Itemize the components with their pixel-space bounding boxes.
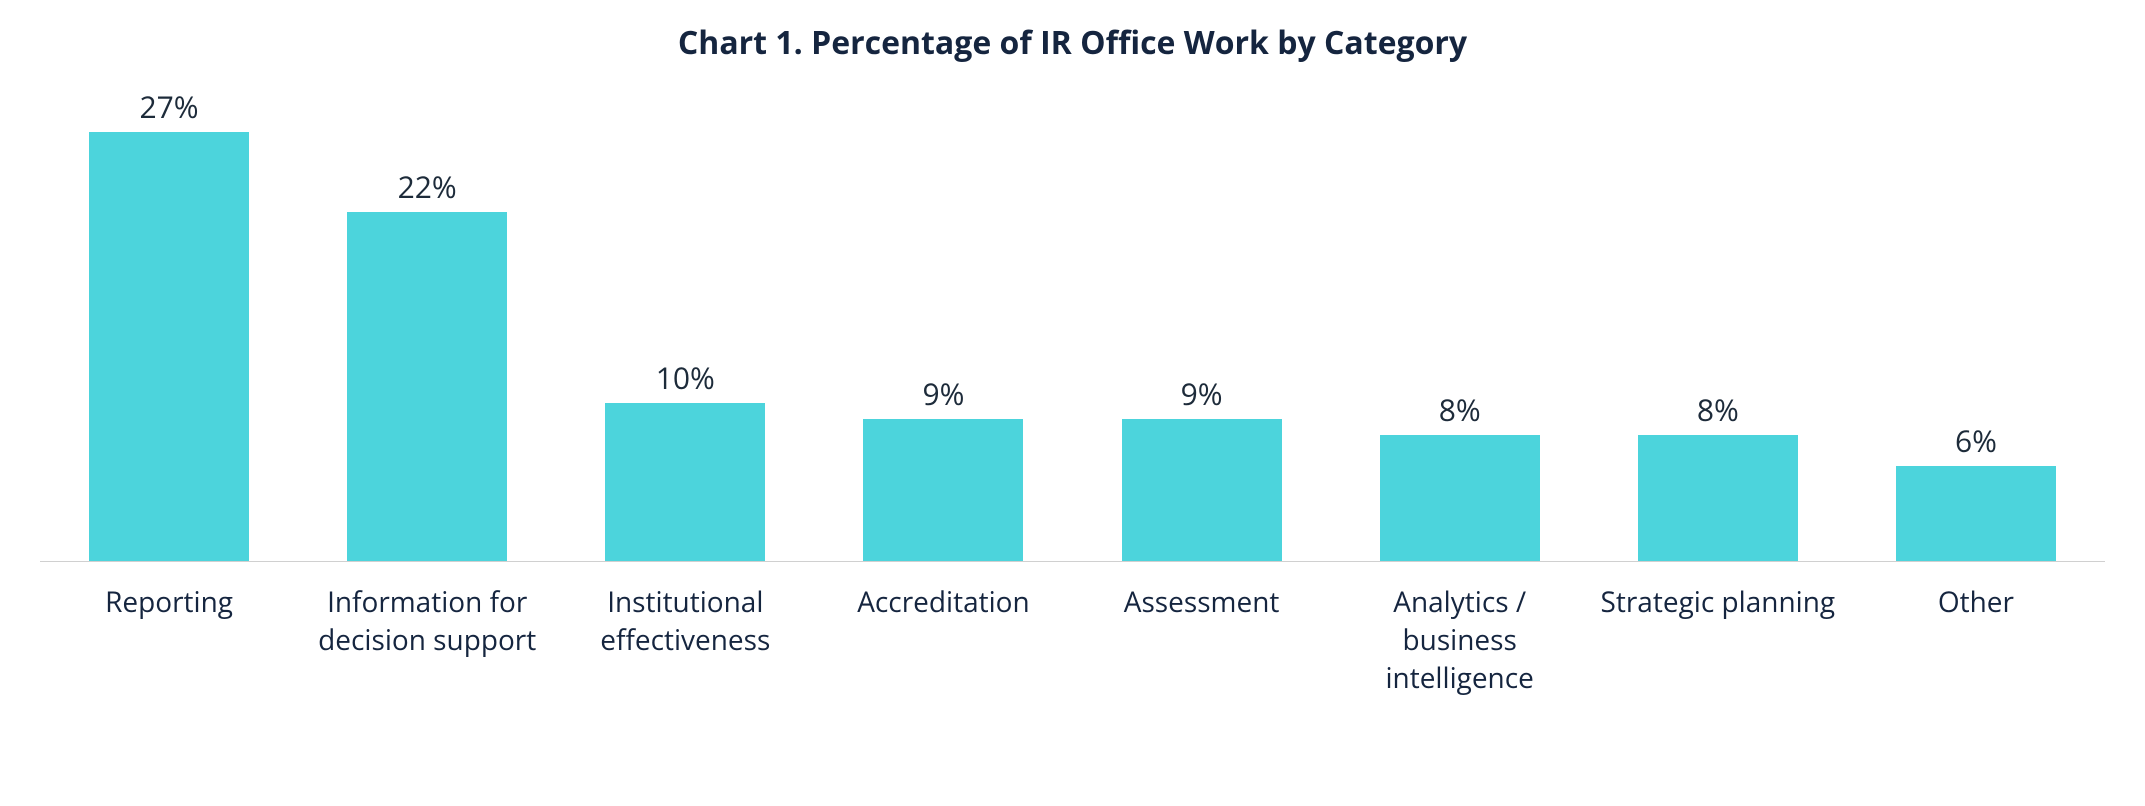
bar-rect bbox=[1896, 466, 2056, 562]
bar-slot: 27% bbox=[40, 82, 298, 562]
bar-value-label: 6% bbox=[1955, 426, 1997, 456]
bar-slot: 10% bbox=[556, 82, 814, 562]
bar-rect bbox=[89, 132, 249, 562]
chart-container: Chart 1. Percentage of IR Office Work by… bbox=[0, 0, 2145, 806]
bars-group: 27% 22% 10% 9% 9% 8% 8% 6% bbox=[40, 82, 2105, 562]
bar-value-label: 8% bbox=[1439, 395, 1481, 425]
bar-slot: 8% bbox=[1331, 82, 1589, 562]
bar-rect bbox=[1122, 419, 1282, 562]
chart-plot-area: 27% 22% 10% 9% 9% 8% 8% 6% bbox=[40, 82, 2105, 562]
x-axis-label: Institutional effectiveness bbox=[556, 584, 814, 697]
bar-slot: 6% bbox=[1847, 82, 2105, 562]
x-axis-label: Reporting bbox=[40, 584, 298, 697]
x-axis-label: Analytics / business intelligence bbox=[1331, 584, 1589, 697]
bar-value-label: 22% bbox=[398, 172, 457, 202]
bar-rect bbox=[347, 212, 507, 562]
x-axis-labels: ReportingInformation for decision suppor… bbox=[40, 584, 2105, 697]
x-axis-label: Assessment bbox=[1073, 584, 1331, 697]
x-axis-baseline bbox=[40, 561, 2105, 562]
bar-slot: 22% bbox=[298, 82, 556, 562]
bar-value-label: 10% bbox=[656, 363, 715, 393]
bar-value-label: 27% bbox=[140, 92, 199, 122]
bar-rect bbox=[605, 403, 765, 562]
bar-value-label: 9% bbox=[922, 379, 964, 409]
bar-value-label: 9% bbox=[1181, 379, 1223, 409]
x-axis-label: Strategic planning bbox=[1589, 584, 1847, 697]
bar-rect bbox=[863, 419, 1023, 562]
bar-slot: 8% bbox=[1589, 82, 1847, 562]
x-axis-label: Information for decision support bbox=[298, 584, 556, 697]
bar-rect bbox=[1638, 435, 1798, 562]
bar-value-label: 8% bbox=[1697, 395, 1739, 425]
x-axis-label: Other bbox=[1847, 584, 2105, 697]
bar-slot: 9% bbox=[814, 82, 1072, 562]
chart-title: Chart 1. Percentage of IR Office Work by… bbox=[40, 24, 2105, 62]
x-axis-label: Accreditation bbox=[814, 584, 1072, 697]
bar-slot: 9% bbox=[1073, 82, 1331, 562]
bar-rect bbox=[1380, 435, 1540, 562]
